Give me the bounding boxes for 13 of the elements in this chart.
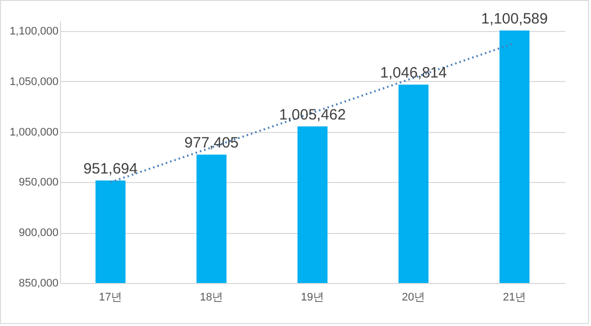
y-tick-label: 850,000 bbox=[18, 278, 58, 290]
x-tick-label: 17년 bbox=[98, 292, 122, 304]
data-label: 951,694 bbox=[83, 160, 138, 178]
x-tick-label: 19년 bbox=[300, 292, 324, 304]
x-tick-label: 20년 bbox=[402, 292, 426, 304]
x-tick-label: 21년 bbox=[502, 292, 526, 304]
x-tick-label: 18년 bbox=[200, 292, 224, 304]
y-tick-label: 1,100,000 bbox=[10, 26, 58, 38]
y-tick-label: 900,000 bbox=[18, 227, 58, 240]
y-tick-label: 1,000,000 bbox=[10, 126, 58, 138]
y-tick-label: 1,050,000 bbox=[10, 76, 58, 88]
y-tick-label: 950,000 bbox=[18, 176, 58, 189]
data-label: 1,100,589 bbox=[481, 10, 548, 28]
